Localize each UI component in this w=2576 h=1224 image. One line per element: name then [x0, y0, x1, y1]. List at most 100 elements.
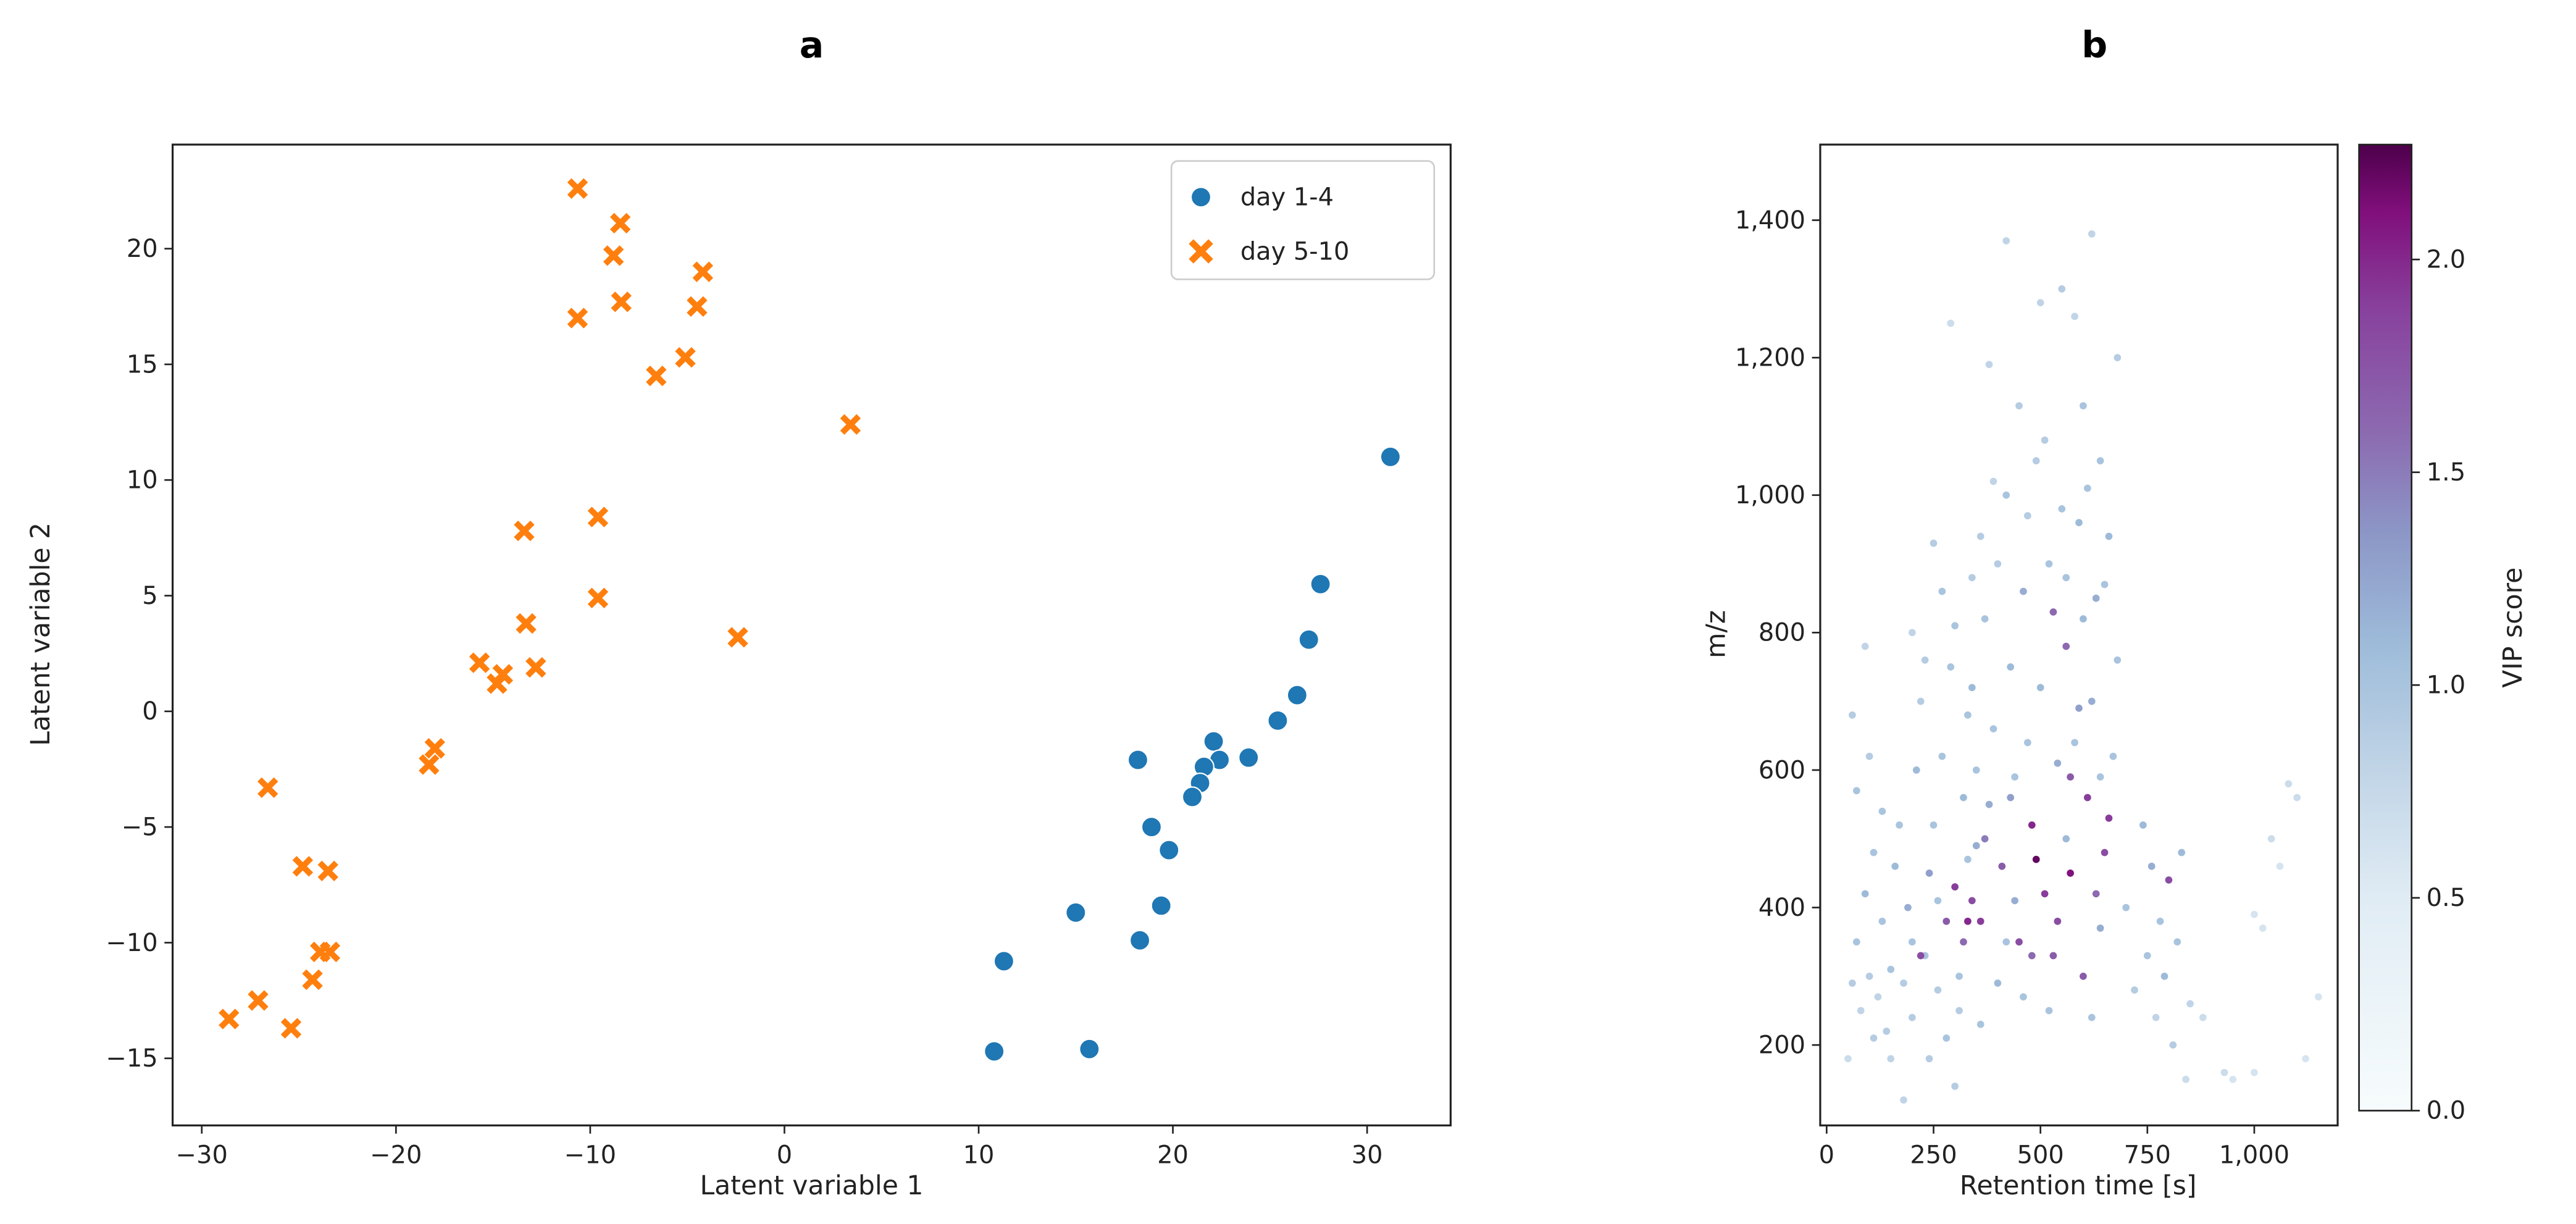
point-day-5-10: [424, 738, 445, 759]
panel-b-marks: [1844, 230, 2322, 1104]
point-day-5-10: [280, 1018, 302, 1039]
point-feature: [1985, 361, 1993, 369]
point-feature: [2075, 704, 2083, 712]
point-feature: [2032, 457, 2040, 464]
point-day-5-10: [302, 969, 323, 991]
point-feature: [2293, 794, 2301, 802]
point-feature: [2173, 938, 2181, 946]
point-day-5-10: [292, 856, 314, 877]
point-feature: [2024, 739, 2031, 747]
point-feature: [2105, 815, 2113, 822]
point-feature: [2041, 436, 2049, 444]
point-day-5-10: [487, 673, 508, 694]
point-feature: [1994, 979, 2002, 987]
panel-a-ticks: −30 −20 −10 0 10 20 30 −15 −10 −5 0 5 10 15 20: [106, 235, 1382, 1170]
point-day-1-4: [1298, 629, 1319, 650]
point-feature: [2267, 835, 2275, 843]
x-tick-label: 30: [1352, 1141, 1383, 1170]
y-tick-label: 1,400: [1735, 206, 1805, 235]
point-feature: [2083, 484, 2091, 492]
point-feature: [2071, 739, 2078, 747]
point-feature: [2114, 354, 2122, 362]
point-feature: [2020, 993, 2027, 1001]
point-feature: [1921, 656, 1929, 664]
point-day-1-4: [1379, 446, 1401, 467]
colorbar-tick-label: 1.0: [2427, 671, 2465, 700]
point-feature: [1976, 917, 1984, 925]
point-day-5-10: [516, 613, 537, 634]
point-feature: [1865, 973, 1873, 980]
legend-label-day-1-4: day 1-4: [1240, 183, 1334, 212]
y-tick-label: 1,200: [1735, 343, 1805, 372]
panel-a: a −30 −20 −10 0 10 20 30 −15 −10 −5 0 5 10 15 20 Laten…: [25, 24, 1452, 1201]
point-feature: [2105, 532, 2113, 540]
point-feature: [2058, 285, 2066, 293]
point-day-5-10: [248, 990, 269, 1011]
point-feature: [2143, 952, 2151, 960]
point-day-1-4: [1127, 749, 1148, 771]
point-day-1-4: [1310, 573, 1331, 595]
point-feature: [2199, 1013, 2207, 1021]
point-day-5-10: [219, 1008, 240, 1029]
point-day-5-10: [692, 261, 714, 282]
point-feature: [1909, 1013, 1916, 1021]
x-tick-label: 250: [1910, 1141, 1957, 1170]
point-feature: [1887, 1055, 1895, 1063]
point-feature: [2054, 759, 2062, 767]
panel-b-axes-frame: [1819, 143, 2339, 1126]
point-feature: [1891, 862, 1899, 870]
point-feature: [2092, 890, 2100, 898]
point-day-5-10: [840, 414, 861, 435]
point-day-1-4: [984, 1041, 1005, 1062]
point-feature: [2101, 849, 2109, 857]
y-tick-label: 0: [142, 697, 157, 726]
point-day-5-10: [567, 308, 588, 329]
point-feature: [2067, 870, 2074, 877]
point-day-1-4: [1065, 902, 1087, 923]
point-feature: [2071, 312, 2078, 321]
point-feature: [1878, 917, 1886, 925]
point-feature: [2122, 903, 2130, 912]
point-feature: [2049, 952, 2057, 960]
point-feature: [2259, 924, 2267, 932]
point-feature: [1909, 938, 1916, 946]
x-tick-label: −20: [370, 1141, 422, 1170]
point-feature: [2036, 299, 2044, 306]
point-feature: [2178, 849, 2186, 857]
point-feature: [1844, 1055, 1852, 1063]
y-tick-label: −10: [106, 929, 157, 957]
x-tick-label: 10: [963, 1141, 995, 1170]
point-feature: [1861, 642, 1869, 650]
point-feature: [1989, 725, 1997, 733]
point-feature: [1968, 684, 1976, 692]
point-feature: [2062, 574, 2070, 582]
point-feature: [1878, 807, 1886, 815]
y-tick-label: 5: [142, 582, 157, 610]
point-feature: [2015, 938, 2023, 946]
x-tick-label: 1,000: [2219, 1141, 2290, 1170]
point-feature: [2096, 773, 2104, 781]
point-feature: [1955, 1007, 1963, 1015]
x-tick-label: 0: [1819, 1141, 1834, 1170]
point-feature: [2109, 752, 2117, 760]
point-feature: [2075, 519, 2083, 527]
panel-b-ylabel: m/z: [1701, 610, 1732, 658]
point-feature: [1930, 821, 1938, 829]
point-feature: [1960, 938, 1967, 946]
point-feature: [1976, 1020, 1984, 1028]
point-day-5-10: [317, 860, 338, 882]
point-day-5-10: [687, 296, 708, 317]
point-feature: [2276, 862, 2284, 870]
y-tick-label: 15: [127, 350, 158, 379]
point-feature: [1998, 862, 2006, 870]
y-tick-label: −15: [106, 1044, 157, 1073]
y-tick-label: 10: [127, 466, 158, 495]
point-feature: [2045, 1007, 2053, 1015]
point-feature: [1934, 897, 1942, 905]
point-day-5-10: [469, 652, 490, 673]
point-feature: [2080, 402, 2087, 409]
point-feature: [1972, 842, 1980, 850]
point-feature: [2182, 1075, 2189, 1083]
point-day-1-4: [993, 950, 1014, 972]
